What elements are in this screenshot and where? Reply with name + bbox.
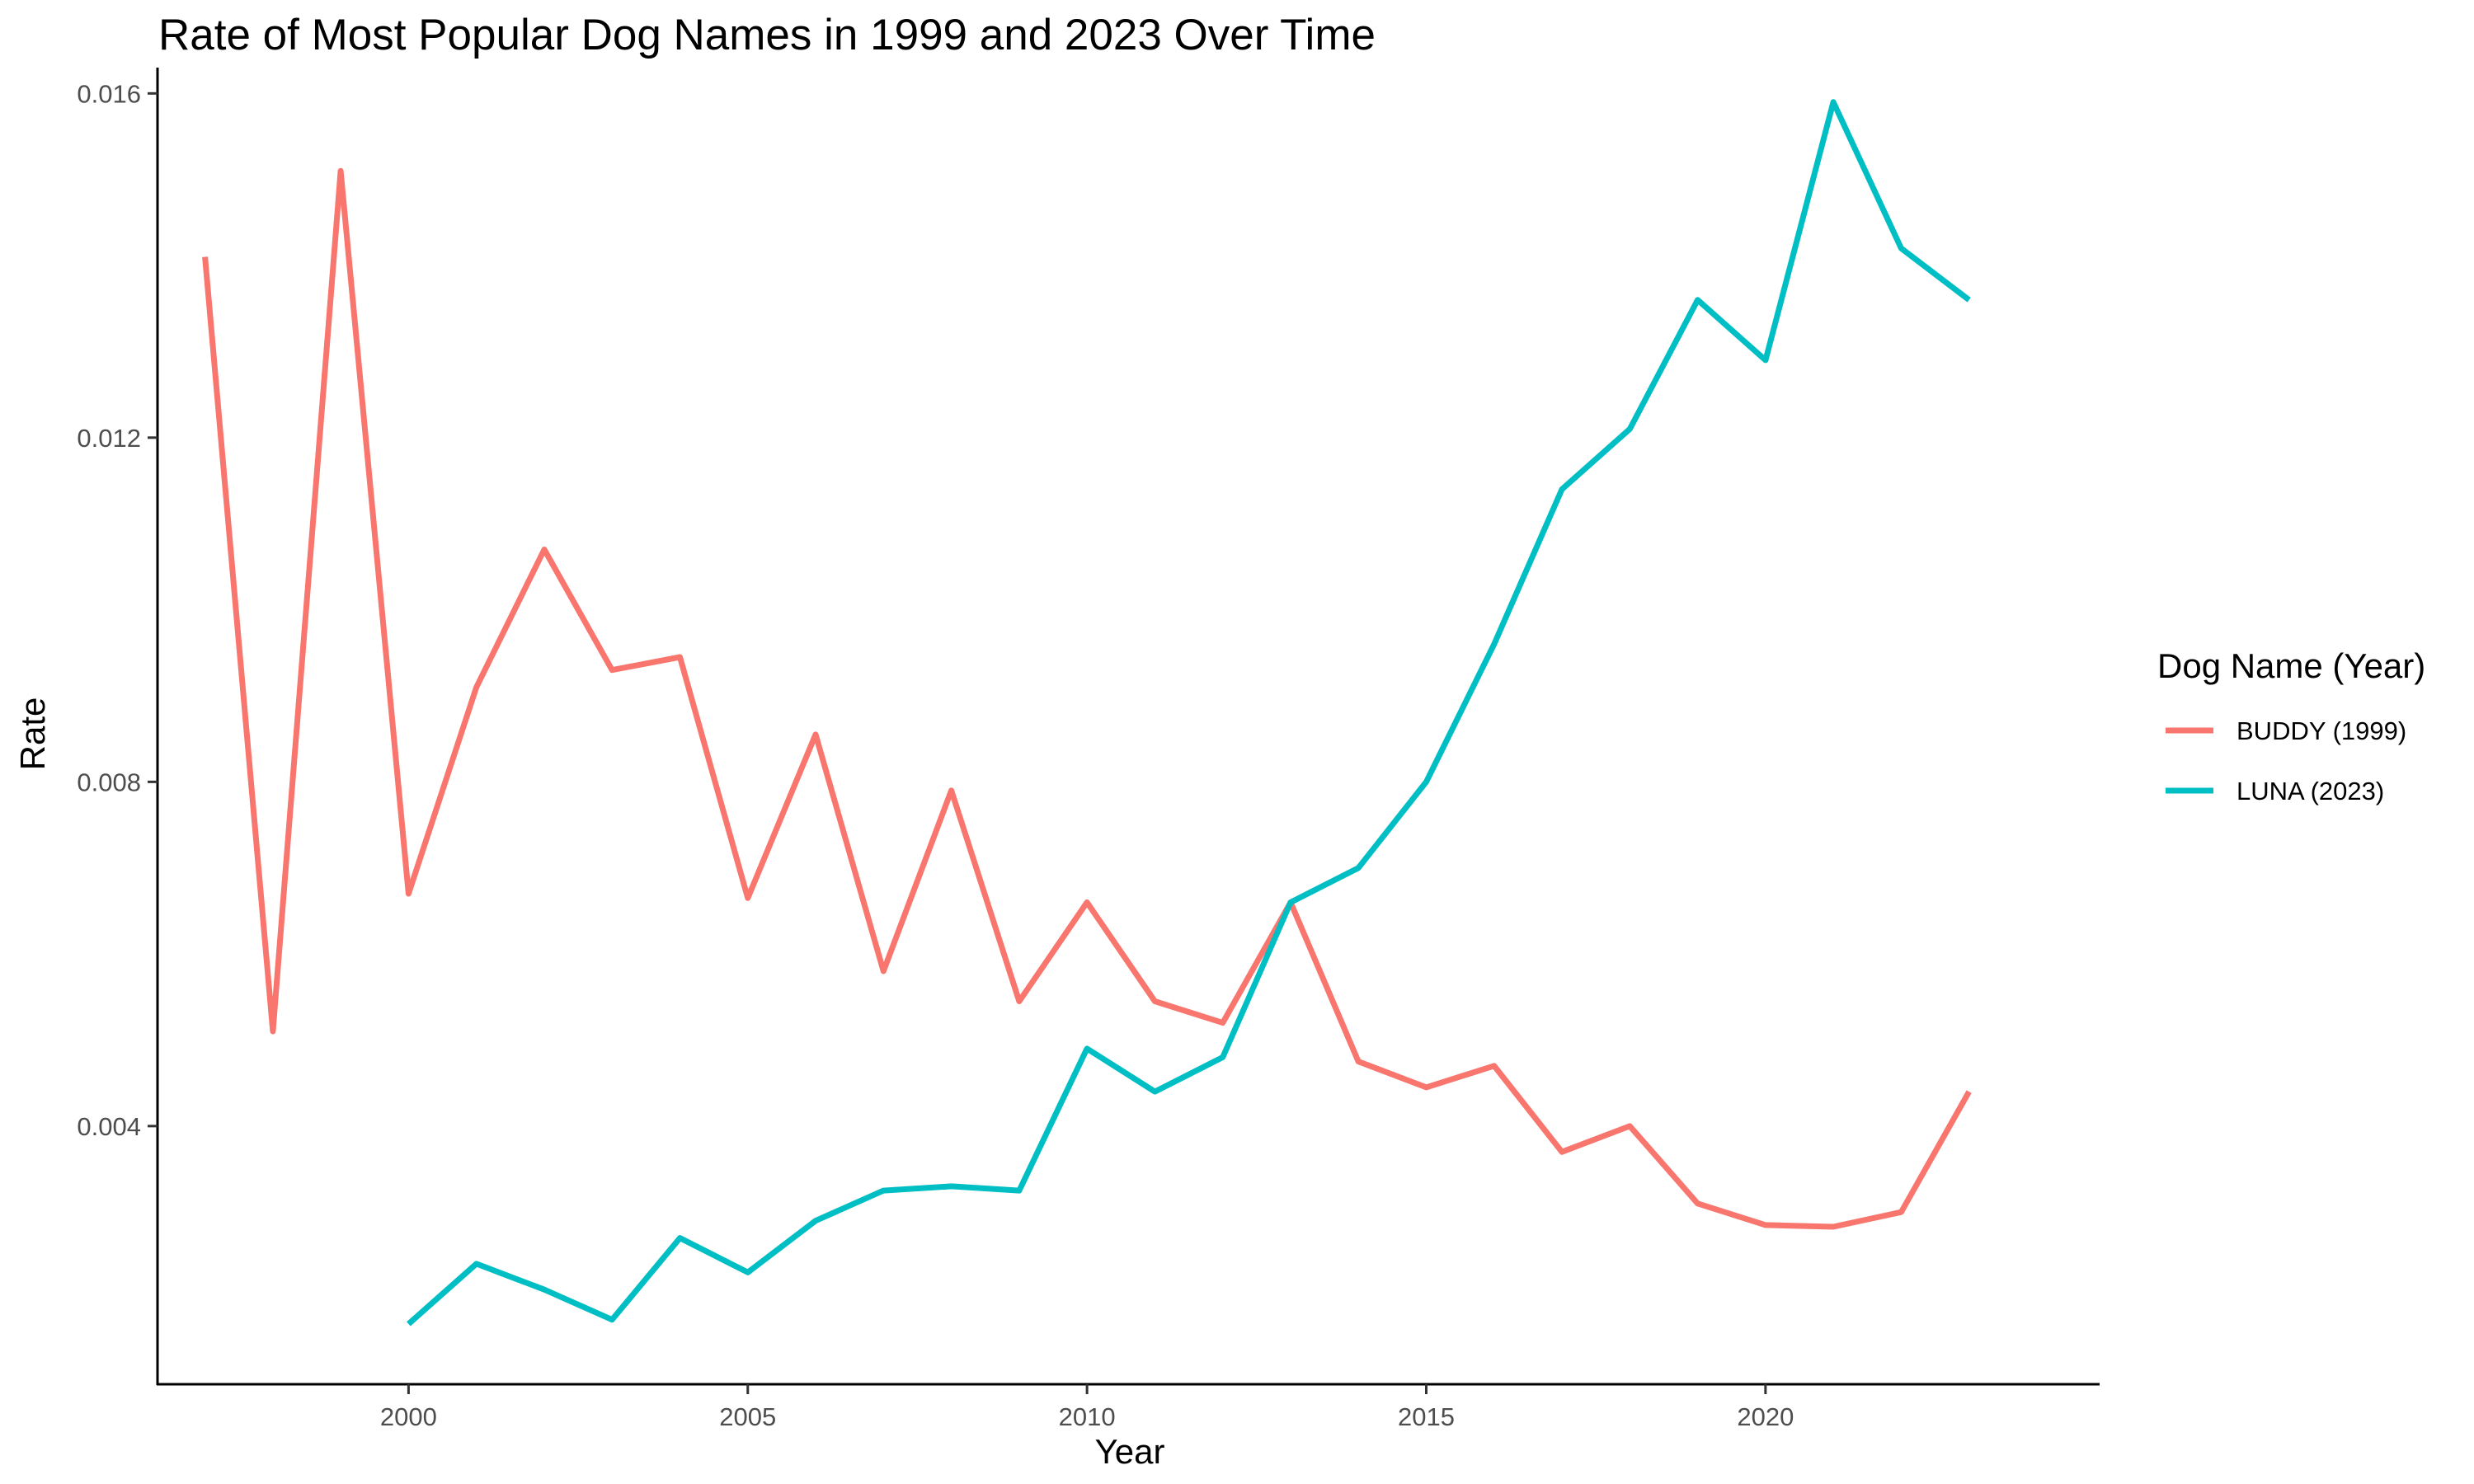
x-tick-label: 2010	[1059, 1402, 1116, 1431]
y-tick-label: 0.012	[77, 424, 141, 453]
x-tick-label: 2000	[380, 1402, 437, 1431]
series-lines	[202, 99, 1972, 1327]
y-axis-ticks: 0.004 0.008 0.012 0.016	[77, 79, 158, 1141]
x-tick-label: 2015	[1398, 1402, 1455, 1431]
x-axis-title: Year	[1095, 1432, 1165, 1471]
legend-item-buddy: BUDDY (1999)	[2166, 716, 2406, 745]
y-axis-title: Rate	[13, 697, 52, 771]
chart-title: Rate of Most Popular Dog Names in 1999 a…	[158, 11, 1376, 59]
plot-area: 0.004 0.008 0.012 0.016 2000 2005 2010 2015 202…	[77, 68, 2100, 1431]
legend: Dog Name (Year) BUDDY (1999) LUNA (2023)	[2157, 646, 2425, 805]
x-axis-ticks: 2000 2005 2010 2015 2020	[380, 1384, 1794, 1431]
y-tick-label: 0.008	[77, 768, 141, 796]
y-tick-label: 0.004	[77, 1112, 141, 1141]
x-tick-label: 2005	[719, 1402, 776, 1431]
legend-item-luna: LUNA (2023)	[2166, 777, 2384, 805]
series-line-luna	[407, 99, 1971, 1327]
y-tick-label: 0.016	[77, 79, 141, 108]
series-line-buddy	[202, 167, 1972, 1230]
legend-label-buddy: BUDDY (1999)	[2236, 716, 2406, 745]
x-tick-label: 2020	[1737, 1402, 1794, 1431]
legend-label-luna: LUNA (2023)	[2236, 777, 2384, 805]
legend-title: Dog Name (Year)	[2157, 646, 2425, 685]
